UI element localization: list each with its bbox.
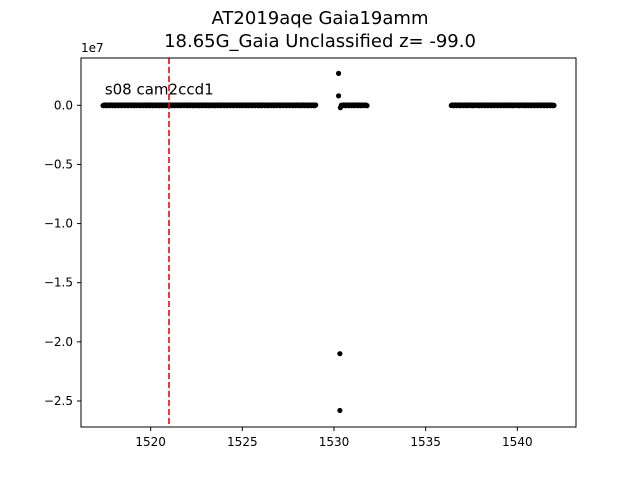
points-layer [100, 70, 557, 414]
ccd-annotation: s08 cam2ccd1 [105, 80, 214, 98]
data-point [337, 351, 343, 357]
chart-title: AT2019aqe Gaia19amm [211, 8, 429, 29]
data-point [364, 103, 370, 109]
y-tick-label: 0.0 [54, 98, 73, 112]
x-tick-label: 1540 [502, 435, 533, 449]
y-tick-label: −1.5 [44, 276, 73, 290]
data-point [337, 105, 344, 111]
data-point [335, 93, 342, 99]
x-axis-ticks: 1520 1525 1530 1535 1540 [135, 427, 533, 449]
y-tick-label: −2.5 [44, 394, 73, 408]
data-point [337, 407, 343, 414]
y-axis-ticks: 0.0 −0.5 −1.0 −1.5 −2.0 −2.5 [44, 98, 81, 408]
data-point [551, 102, 557, 108]
x-tick-label: 1530 [319, 435, 350, 449]
data-point [335, 70, 342, 76]
chart-subtitle: 18.65G_Gaia Unclassified z= -99.0 [164, 31, 476, 52]
y-tick-label: −0.5 [44, 157, 73, 171]
y-offset-label: 1e7 [81, 41, 104, 55]
y-tick-label: −1.0 [44, 217, 73, 231]
x-tick-label: 1520 [135, 435, 166, 449]
axes-frame [80, 57, 577, 428]
data-point [313, 102, 319, 108]
x-tick-label: 1525 [227, 435, 258, 449]
x-tick-label: 1535 [410, 435, 441, 449]
y-tick-label: −2.0 [44, 335, 73, 349]
